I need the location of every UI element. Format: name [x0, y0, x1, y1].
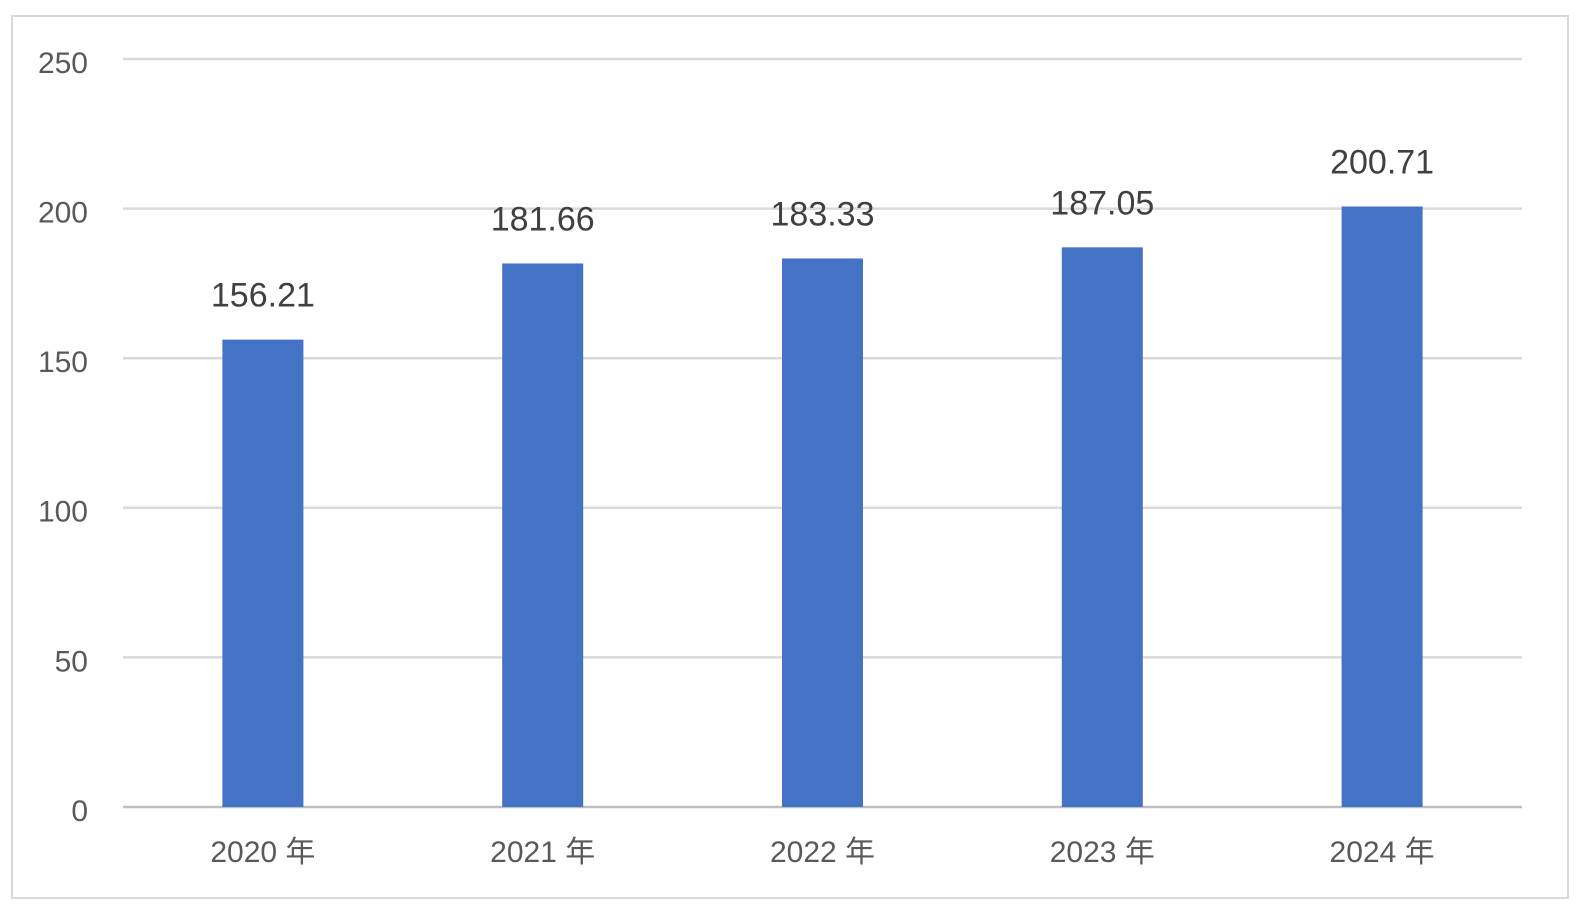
x-tick-label: 2023 年 — [1050, 836, 1155, 869]
y-tick-label: 50 — [55, 645, 88, 678]
bar — [502, 263, 584, 807]
data-label: 156.21 — [211, 277, 315, 315]
bar — [782, 258, 863, 807]
bar — [1061, 247, 1143, 807]
bar — [222, 339, 304, 807]
data-label: 200.71 — [1330, 143, 1434, 181]
bar — [1341, 206, 1423, 807]
x-tick-label: 2020 年 — [210, 836, 315, 869]
y-tick-label: 200 — [38, 197, 88, 230]
x-tick-label: 2024 年 — [1330, 836, 1435, 869]
data-label: 183.33 — [771, 195, 875, 233]
y-tick-label: 100 — [38, 496, 88, 529]
x-tick-label: 2022 年 — [770, 836, 875, 869]
y-tick-label: 250 — [38, 47, 88, 80]
x-tick-label: 2021 年 — [490, 836, 595, 869]
data-label: 181.66 — [491, 200, 595, 238]
data-label: 187.05 — [1050, 184, 1154, 222]
y-tick-label: 150 — [38, 346, 88, 379]
y-tick-label: 0 — [71, 795, 88, 828]
